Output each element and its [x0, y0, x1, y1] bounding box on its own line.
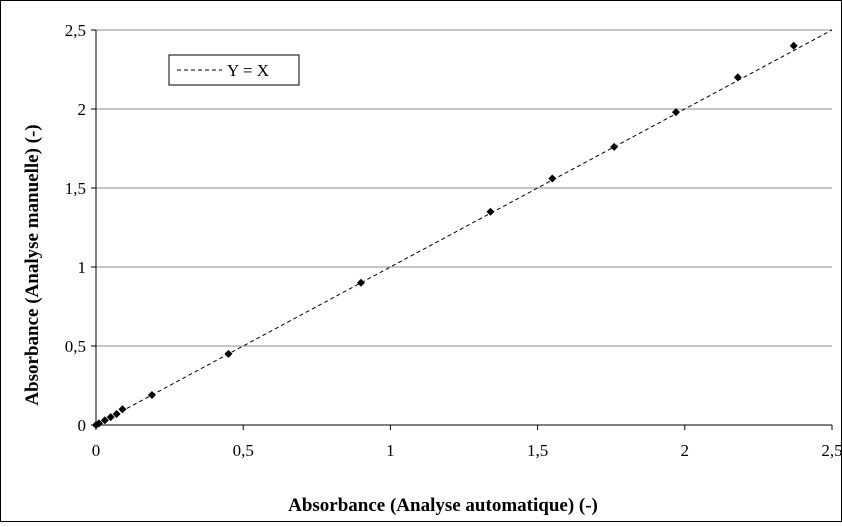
data-point [118, 405, 127, 414]
y-tick-label: 0 [78, 416, 87, 435]
data-point [610, 142, 619, 151]
data-point [486, 207, 495, 216]
grid [96, 29, 832, 347]
legend-box [168, 54, 300, 86]
axes [95, 30, 832, 426]
data-points [92, 41, 798, 429]
y-tick-label: 1,5 [65, 179, 86, 198]
x-tick-label: 0 [92, 441, 101, 460]
y-tick-label: 0,5 [65, 337, 86, 356]
data-point [224, 349, 233, 358]
y-tick-label: 1 [78, 258, 87, 277]
reference-line-y-equals-x [95, 29, 833, 426]
data-point [106, 413, 115, 422]
reference-line-layer [95, 29, 833, 426]
legend: Y = X [168, 54, 300, 86]
y-tick-label: 2,5 [65, 21, 86, 40]
x-axis-title: Absorbance (Analyse automatique) (-) [288, 495, 598, 516]
data-point [671, 108, 680, 117]
x-tick-label: 2,5 [821, 441, 842, 460]
data-point [356, 278, 365, 287]
y-tick-label: 2 [78, 100, 87, 119]
x-tick-label: 1 [386, 441, 395, 460]
ticks: 0 0,5 1 1,5 2 2,5 0 0,5 1 1,5 2 2,5 [65, 21, 842, 460]
data-point [548, 174, 557, 183]
data-point [94, 419, 103, 428]
x-tick-label: 0,5 [233, 441, 254, 460]
x-tick-label: 2 [681, 441, 690, 460]
x-tick-label: 1,5 [527, 441, 548, 460]
data-point [789, 41, 798, 50]
data-point [112, 409, 121, 418]
y-axis-title: Absorbance (Analyse manuelle) (-) [22, 124, 43, 405]
data-point [147, 390, 156, 399]
data-point [100, 416, 109, 425]
data-point [733, 73, 742, 82]
legend-label: Y = X [227, 61, 269, 80]
